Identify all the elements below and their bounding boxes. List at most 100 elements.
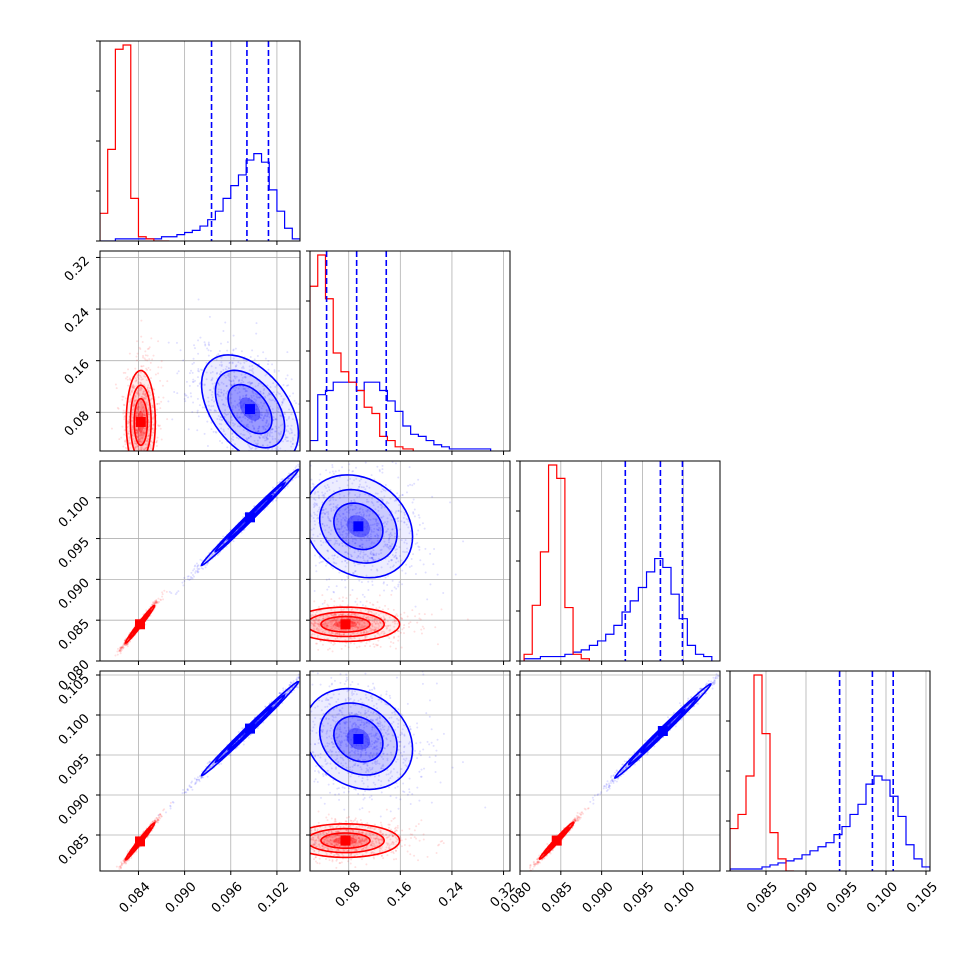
sample-point	[363, 526, 366, 529]
sample-point	[375, 552, 378, 555]
sample-point	[229, 421, 232, 424]
sample-point	[314, 491, 317, 494]
sample-point	[140, 463, 142, 465]
sample-point	[365, 500, 368, 503]
sample-point	[144, 394, 147, 397]
sample-point	[247, 426, 250, 429]
sample-point	[234, 365, 237, 368]
sample-point	[380, 548, 383, 551]
sample-point	[321, 494, 324, 497]
sample-point	[234, 365, 237, 368]
sample-point	[271, 626, 273, 628]
sample-point	[382, 630, 385, 633]
sample-point	[375, 518, 378, 521]
sample-point	[362, 515, 365, 518]
sample-point	[206, 444, 209, 447]
sample-point	[213, 409, 216, 412]
sample-point	[201, 406, 204, 409]
sample-point	[267, 368, 270, 371]
sample-point	[124, 397, 127, 400]
sample-point	[140, 466, 142, 468]
sample-point	[286, 351, 289, 354]
sample-point	[241, 412, 244, 415]
sample-point	[334, 506, 337, 509]
sample-point	[254, 385, 257, 388]
sample-point	[135, 456, 137, 458]
sample-point	[126, 643, 129, 646]
sample-point	[364, 605, 367, 608]
sample-point	[234, 406, 237, 409]
sample-point	[250, 396, 253, 399]
sample-point	[266, 433, 269, 436]
sample-point	[377, 627, 380, 630]
sample-point	[139, 381, 142, 384]
sample-point	[264, 534, 266, 536]
sample-point	[378, 513, 381, 516]
sample-point	[128, 411, 131, 414]
sample-point	[151, 431, 154, 434]
sample-point	[382, 522, 385, 525]
sample-point	[436, 573, 439, 576]
sample-point	[332, 590, 335, 593]
sample-point	[138, 392, 141, 395]
sample-point	[354, 542, 357, 545]
sample-point	[336, 506, 339, 509]
sample-point	[362, 555, 365, 558]
sample-point	[243, 361, 246, 364]
sample-point	[348, 629, 351, 632]
sample-point	[138, 439, 141, 442]
sample-point	[266, 434, 269, 437]
sample-point	[139, 438, 142, 441]
sample-point	[140, 474, 142, 476]
sample-point	[332, 623, 335, 626]
sample-point	[258, 479, 260, 481]
sample-point	[134, 483, 136, 485]
sample-point	[365, 522, 368, 525]
sample-point	[331, 567, 334, 570]
sample-point	[406, 547, 409, 550]
sample-point	[196, 429, 199, 432]
sample-point	[134, 380, 137, 383]
sample-point	[238, 425, 241, 428]
sample-point	[277, 369, 280, 372]
sample-point	[239, 432, 242, 435]
sample-point	[152, 388, 155, 391]
sample-point	[136, 430, 139, 433]
sample-point	[333, 554, 336, 557]
sample-point	[408, 466, 411, 469]
sample-point	[389, 624, 392, 627]
sample-point	[337, 623, 340, 626]
sample-point	[386, 543, 389, 546]
sample-point	[358, 545, 361, 548]
sample-point	[367, 610, 370, 613]
sample-point	[332, 472, 335, 475]
sample-point	[316, 514, 319, 517]
sample-point	[157, 471, 159, 473]
sample-point	[369, 510, 372, 513]
sample-point	[317, 624, 320, 627]
sample-point	[134, 446, 137, 449]
sample-point	[224, 368, 227, 371]
sample-point	[310, 633, 313, 636]
sample-point	[287, 439, 290, 442]
sample-point	[218, 463, 220, 465]
sample-point	[331, 495, 334, 498]
sample-point	[321, 523, 324, 526]
sample-point	[247, 436, 250, 439]
sample-point	[247, 456, 249, 458]
sample-point	[162, 396, 165, 399]
sample-point	[243, 387, 246, 390]
sample-point	[123, 643, 126, 646]
sample-point	[403, 513, 406, 516]
sample-point	[148, 425, 151, 428]
sample-point	[138, 389, 141, 392]
sample-point	[114, 654, 117, 657]
sample-point	[123, 411, 126, 414]
sample-point	[146, 368, 149, 371]
sample-point	[145, 395, 148, 398]
sample-point	[305, 457, 307, 459]
sample-point	[369, 518, 372, 521]
sample-point	[288, 395, 291, 398]
sample-point	[316, 384, 318, 386]
sample-point	[162, 598, 165, 601]
